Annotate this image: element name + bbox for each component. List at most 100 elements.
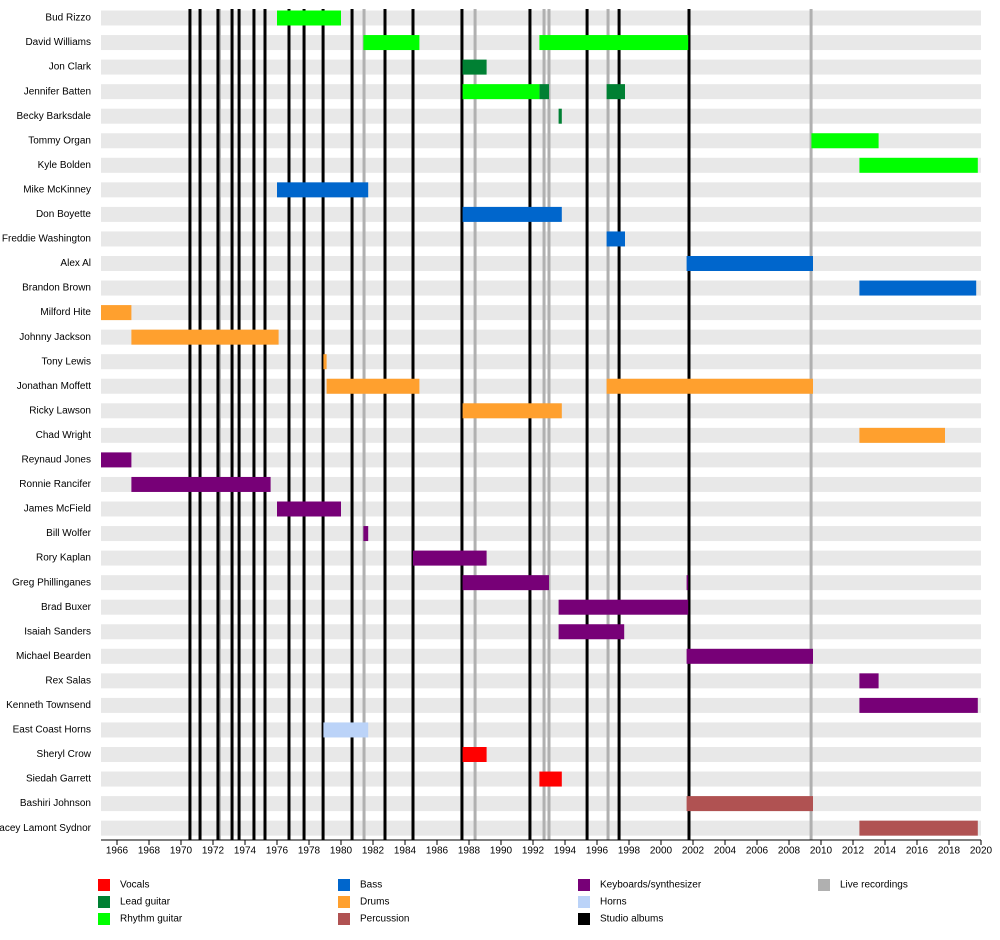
member-bar [413,550,487,566]
legend-swatch [338,879,350,891]
member-label: Reynaud Jones [22,455,92,466]
x-tick-label: 2010 [810,846,833,857]
member-bar [462,206,562,222]
x-tick-label: 2000 [650,846,673,857]
member-bar [539,771,562,787]
row-stripe [101,476,981,492]
x-tick-label: 1978 [298,846,321,857]
member-bar [859,427,945,443]
x-tick-label: 2008 [778,846,801,857]
row-stripe [101,526,981,542]
member-bar [101,452,132,468]
x-tick-label: 1988 [458,846,481,857]
row-stripe [101,697,981,713]
member-bar [277,501,341,517]
legend-label: Drums [360,897,389,908]
member-label: Kyle Bolden [38,160,91,171]
row-stripe [101,747,981,762]
member-bar [363,35,420,51]
x-tick-label: 1980 [330,846,353,857]
x-tick-label: 2012 [842,846,865,857]
member-bar [686,796,813,812]
member-bar [539,35,689,51]
x-tick-label: 1992 [522,846,545,857]
x-tick-label: 1974 [234,846,257,857]
row-stripe [101,108,981,124]
row-stripe [101,280,981,296]
member-label: Don Boyette [36,209,91,220]
member-bar [462,403,562,419]
row-stripe [101,624,981,640]
member-label: Michael Bearden [16,651,91,662]
x-tick-label: 2002 [682,846,705,857]
x-tick-label: 2014 [874,846,897,857]
member-bar [686,575,689,591]
member-label: Milford Hite [40,307,91,318]
member-bar [811,133,879,149]
member-label: Brandon Brown [22,283,91,294]
x-tick-label: 1998 [618,846,641,857]
legend-label: Vocals [120,880,149,891]
member-bar [606,84,625,100]
member-label: Bashiri Johnson [20,798,91,809]
row-stripe [101,329,981,345]
member-label: Tony Lewis [42,356,91,367]
member-label: Ricky Lawson [29,405,91,416]
member-bar [363,526,369,542]
member-bar [462,575,549,591]
member-bar [323,354,327,370]
row-stripe [101,820,981,836]
member-label: Becky Barksdale [17,111,92,122]
member-bar [859,280,977,296]
member-bar [606,231,625,247]
x-tick-label: 1990 [490,846,513,857]
member-label: Mike McKinney [23,184,91,195]
x-tick-label: 2020 [970,846,993,857]
member-bar [859,157,978,173]
member-label: Jon Clark [49,62,92,73]
row-stripe [101,550,981,566]
legend-swatch [578,913,590,925]
x-tick-label: 1970 [170,846,193,857]
legend-label: Keyboards/synthesizer [600,880,702,891]
row-stripe [101,599,981,615]
member-bar [131,476,271,492]
member-label: Johnny Jackson [19,332,91,343]
legend-label: Horns [600,897,627,908]
member-label: Rory Kaplan [36,553,91,564]
x-tick-label: 1972 [202,846,225,857]
member-label: Chad Wright [36,430,92,441]
member-bar [326,378,420,394]
member-label: Sheryl Crow [37,749,92,760]
member-bar [323,722,369,738]
member-bar [277,10,341,26]
member-bar [686,256,813,271]
legend-label: Percussion [360,914,409,925]
legend-swatch [338,896,350,908]
row-stripe [101,354,981,370]
member-label: Alex Al [60,258,91,269]
member-label: Jennifer Batten [24,86,91,97]
legend-label: Live recordings [840,880,908,891]
member-label: Freddie Washington [2,234,91,245]
member-bar [462,747,487,762]
member-bar [606,378,813,394]
legend-label: Bass [360,880,382,891]
member-label: David Williams [25,37,91,48]
row-stripe [101,722,981,738]
x-tick-label: 1984 [394,846,417,857]
member-bar [859,697,978,713]
member-label: Bud Rizzo [45,13,91,24]
member-bar [859,673,879,689]
member-label: Greg Phillinganes [12,577,91,588]
row-stripe [101,452,981,468]
row-stripe [101,59,981,75]
member-bar [101,305,132,321]
member-label: Stacey Lamont Sydnor [0,823,92,834]
legend-swatch [98,896,110,908]
member-bar [539,84,549,100]
member-label: Brad Buxer [41,602,92,613]
row-stripe [101,427,981,443]
x-tick-label: 2006 [746,846,769,857]
